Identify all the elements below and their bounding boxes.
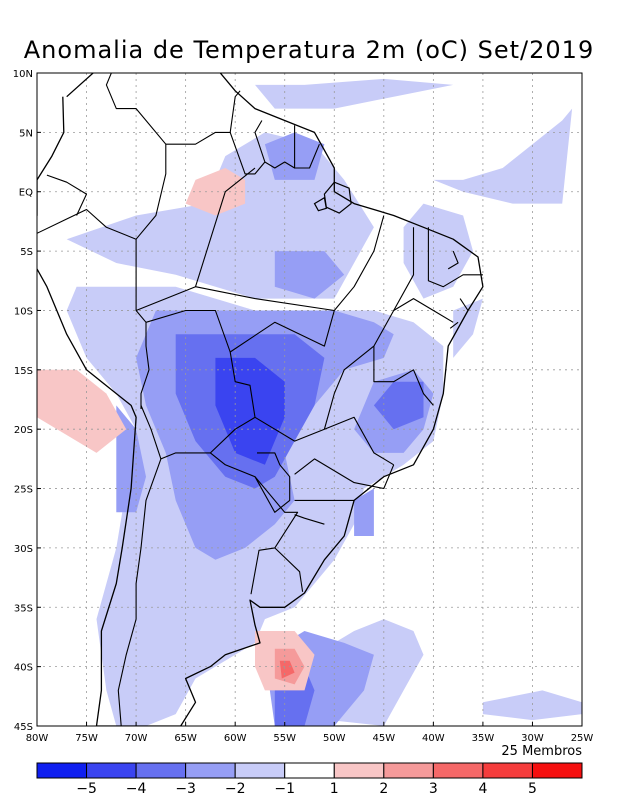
lon-tick-label: 55W bbox=[273, 733, 296, 744]
border-line bbox=[294, 458, 395, 490]
lat-tick-label: 45S bbox=[14, 722, 33, 733]
border-line bbox=[393, 227, 415, 311]
lon-tick-label: 80W bbox=[26, 733, 49, 744]
border-line bbox=[323, 298, 454, 430]
colorbar-swatch bbox=[86, 762, 137, 779]
anomaly-region-2 bbox=[453, 298, 483, 358]
border-line bbox=[447, 250, 459, 270]
border-line bbox=[274, 547, 304, 592]
colorbar-swatch bbox=[36, 762, 88, 779]
lon-tick-label: 30W bbox=[521, 733, 544, 744]
border-line bbox=[229, 215, 385, 353]
plot-frame bbox=[36, 72, 583, 727]
colorbar-label: −4 bbox=[126, 781, 147, 797]
colorbar-label: −3 bbox=[175, 781, 196, 797]
colorbar-swatch bbox=[185, 762, 236, 779]
colorbar-label: 5 bbox=[528, 781, 537, 797]
island-outline bbox=[313, 196, 327, 212]
gridlines bbox=[37, 73, 582, 726]
border-line bbox=[449, 321, 459, 329]
colorbar-label: 2 bbox=[379, 781, 388, 797]
anomaly-region-14 bbox=[354, 488, 374, 536]
lat-tick-label: 40S bbox=[14, 663, 33, 674]
colorbar-swatch bbox=[432, 762, 484, 779]
anomaly-region-7 bbox=[255, 78, 454, 109]
lat-tick-label: EQ bbox=[19, 188, 33, 199]
lat-tick-label: 35S bbox=[14, 603, 33, 614]
map-title: Anomalia de Temperatura 2m (oC) Set/2019 bbox=[23, 36, 595, 64]
anomaly-region-18 bbox=[215, 357, 285, 465]
border-line bbox=[117, 458, 162, 726]
lat-tick-label: 20S bbox=[14, 425, 33, 436]
lat-tick-label: 25S bbox=[14, 485, 33, 496]
axis-ticks: 80W 75W 70W 65W 60W 55W 50W 45W 40W 35W 30W 25W 10N 5… bbox=[13, 69, 594, 744]
colorbar-label: −1 bbox=[274, 781, 295, 797]
colorbar-label: 4 bbox=[478, 781, 487, 797]
colorbar-swatch bbox=[531, 762, 583, 779]
border-line bbox=[210, 452, 291, 513]
coastline bbox=[37, 73, 484, 726]
lat-tick-label: 5N bbox=[19, 128, 33, 139]
colorbar-label: −5 bbox=[76, 781, 97, 797]
anomaly-region-4 bbox=[433, 108, 573, 204]
colorbar-swatch bbox=[234, 762, 286, 779]
anomaly-region-9 bbox=[116, 405, 146, 513]
lon-tick-label: 25W bbox=[571, 733, 594, 744]
border-line bbox=[194, 167, 256, 287]
border-line bbox=[264, 125, 296, 169]
anomaly-region-20 bbox=[185, 168, 246, 216]
border-line bbox=[37, 73, 167, 240]
lon-tick-label: 60W bbox=[224, 733, 247, 744]
anomaly-region-6 bbox=[482, 690, 582, 721]
lat-tick-label: 10S bbox=[14, 306, 33, 317]
colorbar-swatch bbox=[135, 762, 187, 779]
colorbar-label: −2 bbox=[225, 781, 246, 797]
colorbar-label: 3 bbox=[429, 781, 438, 797]
anomaly-region-16 bbox=[373, 381, 424, 430]
lat-tick-label: 10N bbox=[13, 69, 33, 80]
lat-tick-label: 15S bbox=[14, 366, 33, 377]
lat-tick-label: 30S bbox=[14, 544, 33, 555]
lon-tick-label: 45W bbox=[373, 733, 396, 744]
lon-tick-label: 40W bbox=[422, 733, 445, 744]
border-line bbox=[459, 298, 469, 311]
political-borders bbox=[37, 73, 484, 726]
colorbar: −5 −4 −3 −2 −1 1 2 3 4 5 bbox=[36, 762, 583, 797]
lon-tick-label: 50W bbox=[323, 733, 346, 744]
border-line bbox=[250, 476, 299, 595]
border-line bbox=[165, 90, 241, 145]
border-line bbox=[427, 227, 483, 288]
border-line bbox=[294, 143, 320, 169]
colorbar-swatch bbox=[284, 762, 335, 779]
border-line bbox=[140, 309, 256, 460]
border-line bbox=[46, 174, 88, 216]
anomaly-region-11 bbox=[274, 251, 345, 299]
lon-tick-label: 70W bbox=[125, 733, 148, 744]
colorbar-label: 1 bbox=[330, 781, 339, 797]
border-line bbox=[373, 346, 434, 406]
lon-tick-label: 65W bbox=[174, 733, 197, 744]
lon-tick-label: 75W bbox=[75, 733, 98, 744]
members-label: 25 Membros bbox=[501, 744, 582, 759]
colorbar-swatch bbox=[383, 762, 434, 779]
colorbar-swatch bbox=[333, 762, 385, 779]
border-line bbox=[294, 514, 325, 525]
border-line bbox=[135, 286, 335, 312]
anomaly-region-3 bbox=[403, 203, 473, 299]
lon-tick-label: 35W bbox=[472, 733, 495, 744]
border-line bbox=[229, 120, 266, 175]
anomaly-region-19 bbox=[37, 369, 127, 453]
anomaly-region-23 bbox=[279, 660, 295, 679]
colorbar-swatch bbox=[482, 762, 533, 779]
lat-tick-label: 5S bbox=[20, 247, 33, 258]
